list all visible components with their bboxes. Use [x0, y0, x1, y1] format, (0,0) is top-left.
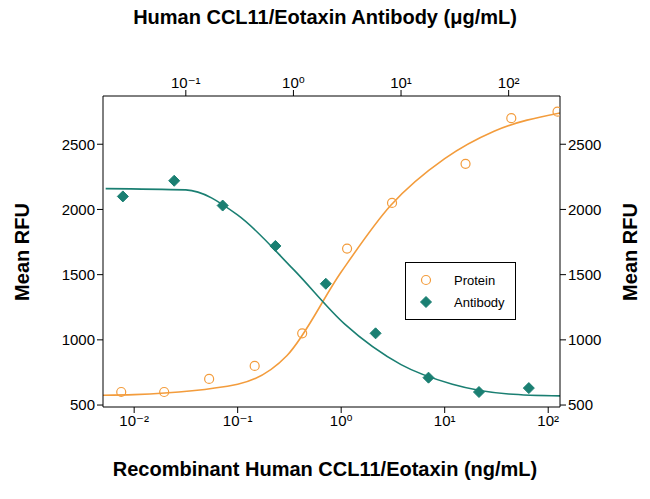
- svg-text:10⁰: 10⁰: [282, 74, 305, 91]
- svg-text:10⁰: 10⁰: [330, 412, 353, 429]
- html-text:Human CCL11/Eotaxin Antibody (: Human CCL11/Eotaxin Antibody (μg/mL): [133, 6, 517, 28]
- svg-text:1000: 1000: [62, 331, 95, 348]
- svg-text:1000: 1000: [568, 331, 601, 348]
- svg-text:10⁻¹: 10⁻¹: [171, 74, 201, 91]
- html-text:Protein: Protein: [454, 272, 496, 288]
- svg-text:1500: 1500: [62, 266, 95, 283]
- html-text:Mean RFU: Mean RFU: [618, 203, 641, 301]
- svg-text:10¹: 10¹: [390, 74, 412, 91]
- svg-text:10²: 10²: [498, 74, 520, 91]
- html-text:Recombinant Human CCL11/Eotaxi: Recombinant Human CCL11/Eotaxin (ng/mL): [112, 458, 538, 480]
- svg-text:500: 500: [70, 396, 95, 413]
- html-text:Mean RFU: Mean RFU: [10, 203, 33, 301]
- svg-text:10²: 10²: [537, 412, 559, 429]
- svg-text:500: 500: [568, 396, 593, 413]
- svg-text:1500: 1500: [568, 266, 601, 283]
- svg-text:10⁻²: 10⁻²: [119, 412, 149, 429]
- svg-text:10⁻¹: 10⁻¹: [223, 412, 253, 429]
- svg-text:2500: 2500: [62, 136, 95, 153]
- svg-text:10¹: 10¹: [434, 412, 456, 429]
- svg-text:2000: 2000: [62, 201, 95, 218]
- html-text:Antibody: Antibody: [454, 294, 505, 310]
- svg-text:2000: 2000: [568, 201, 601, 218]
- svg-text:2500: 2500: [568, 136, 601, 153]
